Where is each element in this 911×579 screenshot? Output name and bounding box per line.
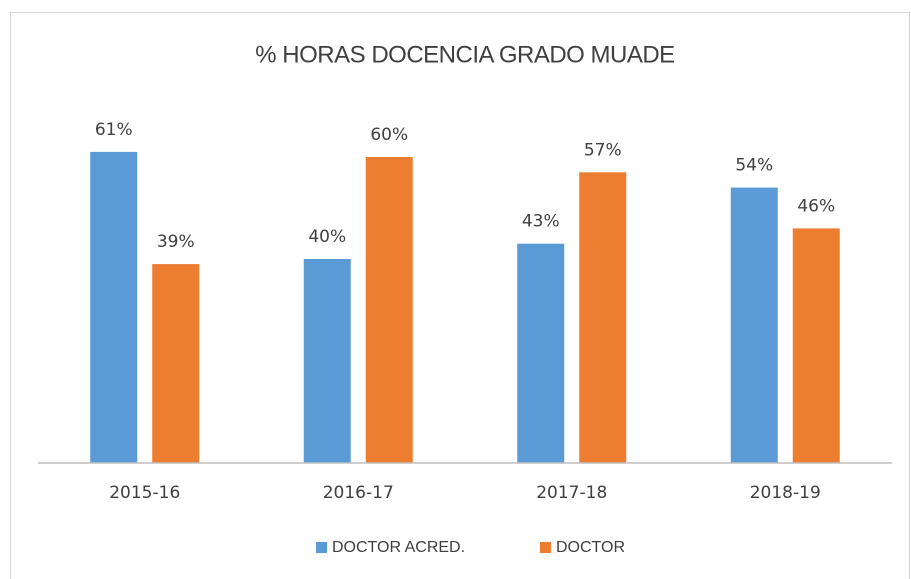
data-label: 54% — [735, 156, 773, 176]
data-label: 57% — [584, 140, 622, 160]
legend-label: DOCTOR ACRED. — [332, 539, 465, 556]
data-label: 46% — [797, 196, 835, 216]
bar — [517, 243, 565, 463]
data-label: 39% — [157, 232, 195, 252]
bar — [579, 172, 627, 464]
bar — [730, 187, 778, 463]
data-label: 40% — [308, 227, 346, 247]
x-tick-label: 2016-17 — [323, 483, 394, 503]
data-label: 60% — [370, 125, 408, 145]
x-tick-label: 2017-18 — [536, 483, 607, 503]
bar — [303, 259, 351, 463]
legend-swatch — [316, 542, 327, 553]
x-tick-label: 2018-19 — [750, 483, 821, 503]
data-label: 61% — [95, 120, 133, 140]
chart-title: % HORAS DOCENCIA GRADO MUADE — [255, 41, 674, 68]
legend-label: DOCTOR — [556, 539, 625, 556]
data-label: 43% — [522, 212, 560, 232]
bar — [365, 157, 413, 463]
bar — [90, 151, 138, 463]
legend-swatch — [540, 542, 551, 553]
x-tick-label: 2015-16 — [109, 483, 180, 503]
bar — [792, 228, 840, 463]
bar — [152, 264, 200, 463]
